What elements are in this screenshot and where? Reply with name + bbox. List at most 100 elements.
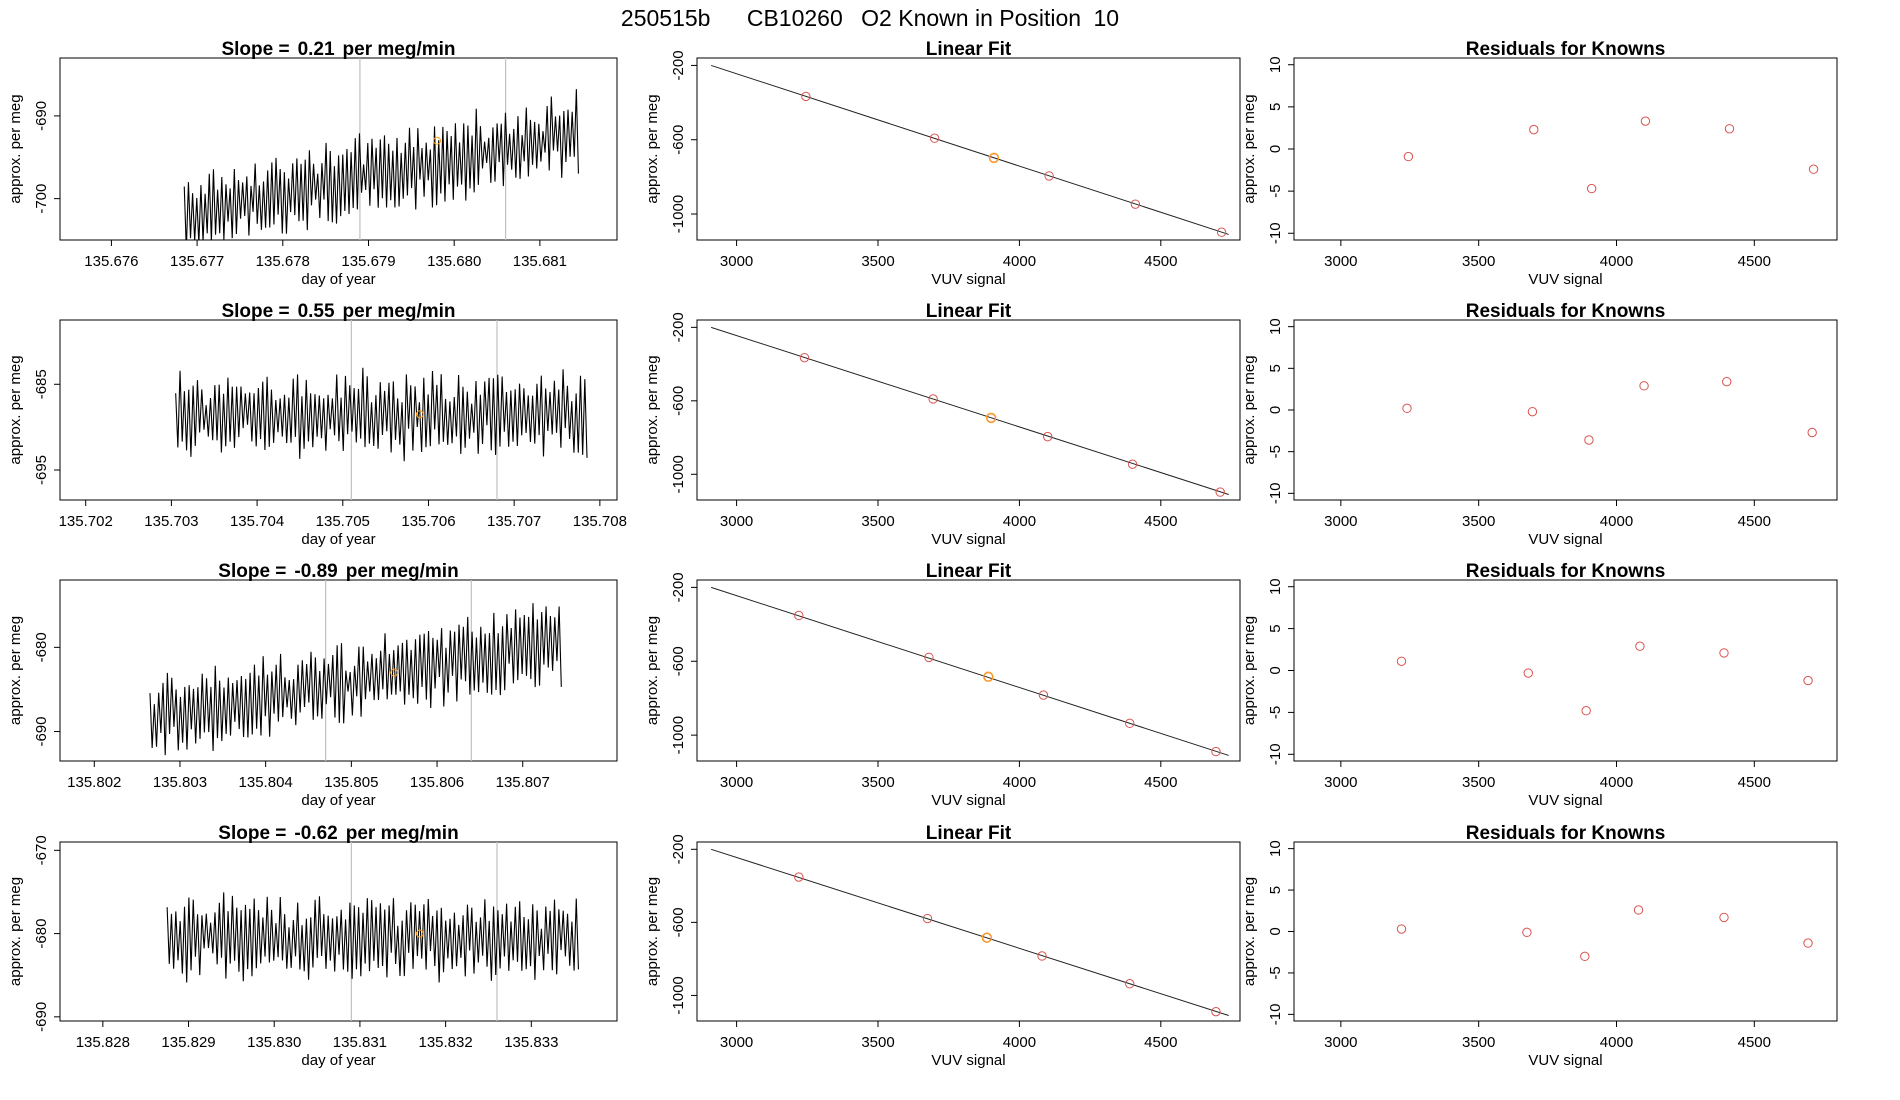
y-axis-label: approx. per meg <box>1241 877 1258 986</box>
data-point <box>1042 431 1053 442</box>
x-tick-label: 135.704 <box>230 513 284 530</box>
data-point <box>1586 183 1597 194</box>
unknown-point <box>988 152 1000 164</box>
x-tick-label: 3500 <box>1462 253 1495 270</box>
data-point <box>928 394 938 404</box>
x-tick-label: 135.677 <box>170 253 224 270</box>
y-axis-label: approx. per meg <box>7 616 24 725</box>
x-tick-label: 135.833 <box>504 1034 558 1051</box>
y-tick-label: -685 <box>33 369 50 399</box>
x-tick-label: 4000 <box>1003 1034 1036 1051</box>
y-tick-label: -700 <box>33 184 50 214</box>
x-tick-label: 135.678 <box>256 253 310 270</box>
x-axis-label: VUV signal <box>931 1052 1005 1069</box>
x-tick-label: 3500 <box>861 774 894 791</box>
page-title: 250515b CB10260 O2 Known in Position 10 <box>621 5 1119 31</box>
plot-frame <box>696 319 1241 501</box>
signal-trace <box>183 89 579 240</box>
plot-frame <box>59 841 618 1022</box>
panel-title: Residuals for Knowns <box>1466 39 1666 60</box>
x-axis-label: day of year <box>301 1052 375 1069</box>
data-point <box>922 913 933 924</box>
panel-2-4: Linear Fit 3000 3500 4000 4500 -200 -600 -1000 V… <box>644 823 1241 1069</box>
unknown-point <box>983 671 994 683</box>
x-tick-label: 3000 <box>720 253 753 270</box>
data-point <box>801 91 811 102</box>
data-point <box>1215 487 1225 497</box>
data-point <box>1584 435 1594 445</box>
sample-marker <box>433 136 442 145</box>
data-point <box>924 652 934 663</box>
plot-frame <box>696 841 1241 1022</box>
x-tick-label: 4500 <box>1738 513 1771 530</box>
x-tick-label: 135.703 <box>144 513 198 530</box>
plot-frame <box>59 579 618 762</box>
fit-line <box>710 848 1229 1016</box>
panel-2-2: Linear Fit 3000 3500 4000 4500 -200 -600 -1000 V… <box>644 301 1241 548</box>
plot-frame <box>696 57 1241 241</box>
x-axis-label: VUV signal <box>931 531 1005 548</box>
x-tick-label: 4500 <box>1144 1034 1177 1051</box>
x-tick-label: 135.831 <box>333 1034 387 1051</box>
y-tick-label: 10 <box>1267 578 1284 595</box>
data-point <box>1038 690 1049 700</box>
y-tick-label: -200 <box>670 312 687 342</box>
x-tick-label: 135.829 <box>161 1034 215 1051</box>
data-point <box>1529 124 1539 135</box>
x-tick-label: 135.706 <box>401 513 455 530</box>
y-tick-label: -200 <box>670 834 687 864</box>
data-point <box>794 610 804 621</box>
y-tick-label: 5 <box>1267 103 1284 111</box>
x-axis-label: day of year <box>301 531 375 548</box>
y-tick-label: -690 <box>33 101 50 131</box>
plot-area <box>710 64 1229 237</box>
x-tick-label: 3500 <box>1462 774 1495 791</box>
y-tick-label: -1000 <box>670 195 687 233</box>
x-tick-label: 3500 <box>861 1034 894 1051</box>
x-tick-label: 4500 <box>1144 513 1177 530</box>
fit-line <box>710 64 1229 235</box>
x-tick-label: 4500 <box>1144 253 1177 270</box>
unknown-point <box>981 932 993 943</box>
title-suffix: per meg/min <box>346 561 459 582</box>
x-tick-label: 135.680 <box>427 253 481 270</box>
x-tick-label: 135.803 <box>153 774 207 791</box>
sample-marker <box>390 668 399 677</box>
data-point <box>1640 116 1651 126</box>
data-point <box>1211 1006 1221 1017</box>
x-tick-label: 3000 <box>1324 253 1357 270</box>
y-tick-label: 5 <box>1267 624 1284 632</box>
data-point <box>1724 124 1735 134</box>
plot-frame <box>1293 57 1838 241</box>
data-point <box>1527 406 1538 417</box>
plot-area <box>710 848 1229 1017</box>
plot-area <box>175 320 588 500</box>
x-tick-label: 4000 <box>1003 513 1036 530</box>
x-tick-label: 3000 <box>720 1034 753 1051</box>
data-point <box>1580 951 1590 962</box>
x-axis-label: day of year <box>301 792 375 809</box>
y-tick-label: -600 <box>670 646 687 676</box>
title-prefix: Slope = <box>221 39 289 60</box>
data-point <box>1719 648 1729 658</box>
x-tick-label: 135.830 <box>247 1034 301 1051</box>
y-tick-label: -5 <box>1267 184 1284 197</box>
panel-1-4: Slope = -0.62 per meg/min 135.828 135.829 135… <box>7 823 618 1069</box>
panel-title: Linear Fit <box>926 561 1012 582</box>
y-tick-label: -690 <box>33 717 50 747</box>
y-tick-label: -680 <box>33 632 50 662</box>
y-tick-label: -10 <box>1267 482 1284 504</box>
y-tick-label: -5 <box>1267 706 1284 719</box>
data-point <box>1396 656 1407 666</box>
panel-3-4: Residuals for Knowns 3000 3500 4000 4500 -10 -… <box>1241 823 1838 1069</box>
x-tick-label: 3500 <box>1462 513 1495 530</box>
y-axis-label: approx. per meg <box>1241 616 1258 725</box>
data-point <box>1127 459 1138 469</box>
x-tick-label: 135.807 <box>496 774 550 791</box>
x-tick-label: 3000 <box>1324 774 1357 791</box>
data-point <box>1719 912 1729 923</box>
x-tick-label: 3000 <box>720 774 753 791</box>
y-tick-label: 0 <box>1267 145 1284 153</box>
y-tick-label: -200 <box>670 50 687 80</box>
x-tick-label: 4000 <box>1600 774 1633 791</box>
